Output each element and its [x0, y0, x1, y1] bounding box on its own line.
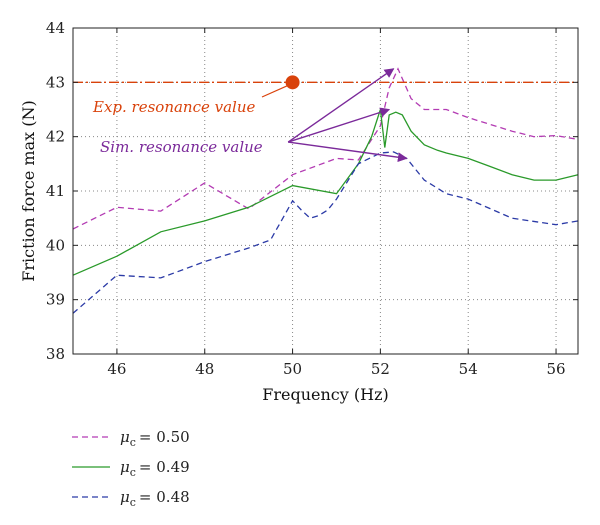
exp-resonance-marker [285, 75, 300, 90]
x-axis-label: Frequency (Hz) [262, 385, 389, 404]
x-tick-label: 54 [459, 360, 478, 378]
sim-resonance-arrows [287, 68, 408, 163]
y-tick-label: 41 [46, 182, 65, 200]
y-axis-label: Friction force max (N) [19, 100, 38, 281]
series-line-0.48 [72, 151, 579, 314]
y-tick-label: 38 [46, 345, 65, 363]
legend-value: = 0.49 [139, 458, 190, 476]
legend-mu-symbol: μ [120, 488, 130, 506]
annotations: Exp. resonance value Sim. resonance valu… [73, 68, 578, 163]
sim-resonance-arrow [287, 107, 391, 143]
exp-resonance-pointer [261, 83, 291, 98]
y-tick-label: 39 [46, 291, 65, 309]
sim-resonance-label: Sim. resonance value [100, 138, 263, 156]
exp-resonance-label: Exp. resonance value [92, 98, 256, 116]
x-tick-label: 46 [107, 360, 126, 378]
legend-mu-subscript: c [130, 466, 136, 479]
legend-mu-subscript: c [130, 436, 136, 449]
x-tick-label: 50 [283, 360, 302, 378]
series-lines [72, 67, 579, 314]
legend-mu-symbol: μ [120, 458, 130, 476]
y-tick-label: 43 [46, 73, 65, 91]
legend-mu-subscript: c [130, 496, 136, 509]
x-tick-label: 56 [546, 360, 565, 378]
series-line-0.49 [72, 109, 579, 276]
grid-lines [73, 28, 578, 354]
legend-label: μc = 0.49 [120, 458, 190, 479]
axis-ticks: 46 48 50 52 54 56 38 39 40 41 42 43 44 [46, 19, 578, 378]
x-tick-label: 48 [195, 360, 214, 378]
legend-mu-symbol: μ [120, 428, 130, 446]
legend-value: = 0.50 [139, 428, 190, 446]
legend-value: = 0.48 [139, 488, 190, 506]
sim-resonance-arrow [288, 141, 408, 163]
x-tick-label: 52 [371, 360, 390, 378]
legend-label: μc = 0.48 [120, 488, 190, 509]
y-tick-label: 42 [46, 128, 65, 146]
sim-resonance-arrow [287, 68, 395, 143]
y-tick-label: 44 [46, 19, 65, 37]
series-line-0.50 [72, 67, 579, 230]
y-tick-label: 40 [46, 236, 65, 254]
legend-label: μc = 0.50 [120, 428, 190, 449]
